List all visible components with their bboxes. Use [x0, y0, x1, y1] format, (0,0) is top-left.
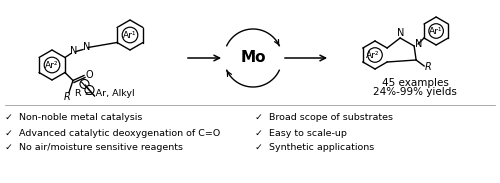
- Text: Ar²: Ar²: [366, 51, 380, 59]
- Text: N: N: [70, 46, 78, 57]
- Text: O: O: [85, 70, 93, 81]
- Text: Ar¹: Ar¹: [123, 31, 137, 40]
- Text: ✓  Broad scope of substrates: ✓ Broad scope of substrates: [255, 113, 393, 122]
- Text: ✓  Synthetic applications: ✓ Synthetic applications: [255, 143, 374, 152]
- Circle shape: [85, 85, 94, 94]
- Text: R: R: [424, 62, 432, 72]
- Text: 45 examples: 45 examples: [382, 78, 448, 88]
- Text: Mo: Mo: [240, 51, 266, 66]
- Text: N: N: [398, 28, 405, 38]
- Text: ✓  No air/moisture sensitive reagents: ✓ No air/moisture sensitive reagents: [5, 143, 183, 152]
- Text: 24%-99% yields: 24%-99% yields: [373, 87, 457, 97]
- Text: R = Ar, Alkyl: R = Ar, Alkyl: [75, 89, 135, 98]
- Text: N: N: [416, 39, 423, 49]
- Text: ✓  Advanced catalytic deoxygenation of C=O: ✓ Advanced catalytic deoxygenation of C=…: [5, 128, 220, 137]
- Text: N: N: [84, 42, 90, 53]
- Circle shape: [80, 79, 89, 89]
- Text: R: R: [64, 92, 70, 102]
- Text: ✓  Easy to scale-up: ✓ Easy to scale-up: [255, 128, 347, 137]
- Text: Ar¹: Ar¹: [430, 27, 443, 36]
- Text: Ar²: Ar²: [45, 61, 59, 70]
- Text: ✓  Non-noble metal catalysis: ✓ Non-noble metal catalysis: [5, 113, 142, 122]
